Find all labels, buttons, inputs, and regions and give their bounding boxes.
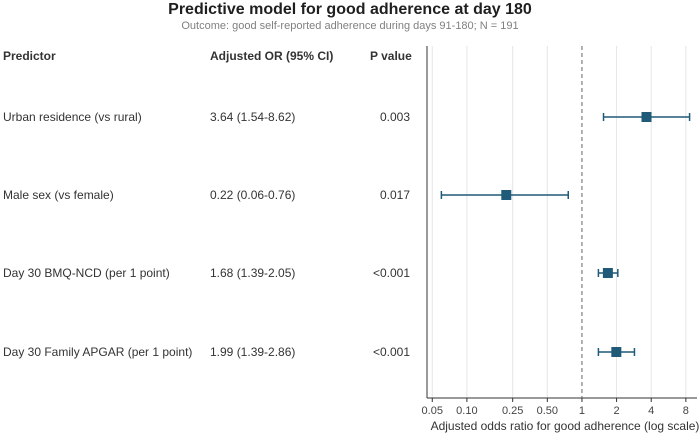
x-tick-label: 0.50 bbox=[537, 405, 558, 417]
or-ci-value: 0.22 (0.06-0.76) bbox=[210, 188, 296, 202]
p-value: <0.001 bbox=[372, 266, 410, 280]
x-axis-label: Adjusted odds ratio for good adherence (… bbox=[431, 419, 700, 433]
plot-marks bbox=[440, 112, 691, 357]
point-estimate bbox=[641, 112, 652, 122]
x-tick-label: 2 bbox=[614, 405, 620, 417]
point-estimate bbox=[602, 268, 613, 278]
chart-title: Predictive model for good adherence at d… bbox=[168, 1, 532, 18]
point-estimate bbox=[611, 347, 622, 357]
p-value: 0.017 bbox=[379, 188, 410, 202]
x-tick-label: 0.05 bbox=[422, 405, 443, 417]
x-tick-label: 0.10 bbox=[456, 405, 477, 417]
column-header-or: Adjusted OR (95% CI) bbox=[210, 49, 334, 63]
grid-lines bbox=[431, 46, 687, 398]
column-header-predictor: Predictor bbox=[3, 49, 56, 63]
x-tick-label: 8 bbox=[683, 405, 689, 417]
x-tick-label: 0.25 bbox=[502, 405, 523, 417]
column-header-pvalue: P value bbox=[370, 49, 412, 63]
or-ci-value: 3.64 (1.54-8.62) bbox=[210, 110, 296, 124]
chart-subtitle: Outcome: good self-reported adherence du… bbox=[181, 20, 519, 32]
or-ci-value: 1.99 (1.39-2.86) bbox=[210, 345, 296, 359]
or-ci-value: 1.68 (1.39-2.05) bbox=[210, 266, 296, 280]
predictor-label: Day 30 Family APGAR (per 1 point) bbox=[3, 345, 193, 359]
axes bbox=[426, 46, 697, 402]
x-tick-labels: 0.05 0.10 0.25 0.50 1 2 4 8 bbox=[422, 405, 689, 417]
predictor-label: Urban residence (vs rural) bbox=[3, 110, 142, 124]
point-estimate bbox=[501, 190, 512, 200]
predictor-label: Day 30 BMQ-NCD (per 1 point) bbox=[3, 266, 170, 280]
p-value: <0.001 bbox=[372, 345, 410, 359]
p-value: 0.003 bbox=[379, 110, 410, 124]
x-tick-label: 4 bbox=[648, 405, 654, 417]
x-tick-label: 1 bbox=[579, 405, 585, 417]
predictor-label: Male sex (vs female) bbox=[3, 188, 114, 202]
